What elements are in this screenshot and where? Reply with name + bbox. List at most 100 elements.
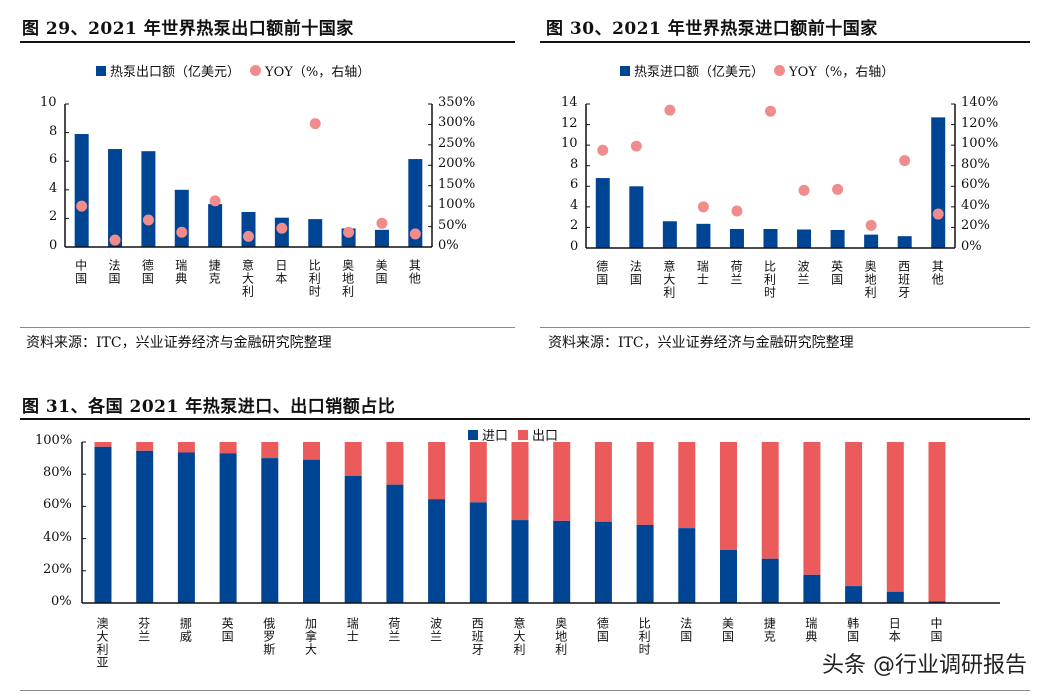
x-tick-label: 其他 xyxy=(407,259,422,285)
y2-tick-label: 0% xyxy=(961,239,982,254)
export-bar xyxy=(720,442,737,550)
bar xyxy=(729,228,744,248)
legend-bar-label: 热泵出口额（亿美元） xyxy=(110,65,241,80)
x-tick-label: 美国 xyxy=(373,259,388,285)
legend-export-label: 出口 xyxy=(532,429,559,444)
figure-31-title: 图 31、各国 2021 年热泵进口、出口销额占比 xyxy=(22,397,396,417)
export-bar xyxy=(886,442,904,592)
y2-tick-label: 100% xyxy=(438,197,476,213)
y-tick-label: 20% xyxy=(43,561,72,577)
y2-tick-label: 60% xyxy=(961,177,990,193)
bar xyxy=(830,230,845,248)
x-tick-label: 法国 xyxy=(628,260,643,286)
source-rule xyxy=(540,327,1030,328)
y2-tick-label: 100% xyxy=(961,136,999,152)
title-rule xyxy=(20,41,515,43)
export-bar xyxy=(594,442,612,522)
x-tick-label: 法国 xyxy=(678,617,693,643)
yoy-point xyxy=(664,104,676,116)
y-tick-label: 60% xyxy=(43,497,72,513)
import-bar xyxy=(303,459,320,603)
import-bar xyxy=(761,558,779,603)
x-tick-label: 德国 xyxy=(594,260,609,286)
x-tick-label: 瑞典 xyxy=(173,259,188,285)
x-tick-label: 其他 xyxy=(930,260,945,286)
y-tick-label: 2 xyxy=(570,218,579,234)
export-bar xyxy=(469,442,487,503)
x-tick-label: 中国 xyxy=(929,617,943,643)
x-tick-label: 荷兰 xyxy=(728,260,743,286)
export-bar xyxy=(261,442,279,459)
x-tick-label: 捷克 xyxy=(762,617,777,643)
yoy-point xyxy=(343,226,355,238)
x-tick-label: 捷克 xyxy=(207,259,222,285)
x-tick-label: 西班牙 xyxy=(470,617,485,656)
y2-tick-label: 300% xyxy=(438,115,476,131)
x-tick-label: 韩国 xyxy=(845,617,860,643)
y-tick-label: 14 xyxy=(561,95,578,110)
import-bar xyxy=(136,450,154,603)
yoy-point xyxy=(176,226,188,238)
legend-bar-swatch xyxy=(620,65,630,76)
x-tick-label: 荷兰 xyxy=(386,617,401,643)
y2-tick-label: 80% xyxy=(961,156,990,172)
y-tick-label: 100% xyxy=(35,433,73,448)
yoy-point xyxy=(765,105,776,117)
export-bar xyxy=(511,442,529,521)
legend-dot-label: YOY（%，右轴） xyxy=(789,65,895,80)
y-tick-label: 12 xyxy=(561,115,578,131)
y-tick-label: 4 xyxy=(570,197,579,213)
legend-31: 进口 出口 xyxy=(468,425,558,444)
x-tick-label: 瑞士 xyxy=(345,617,360,643)
y-tick-label: 8 xyxy=(49,123,58,139)
bar xyxy=(629,186,644,248)
y2-tick-label: 350% xyxy=(438,95,476,110)
x-tick-label: 德国 xyxy=(140,259,155,285)
bar xyxy=(408,159,423,247)
y-tick-label: 0 xyxy=(49,238,58,253)
y2-tick-label: 200% xyxy=(438,156,476,172)
export-bar xyxy=(553,442,571,521)
yoy-point xyxy=(731,205,743,217)
figure-29-title: 图 29、2021 年世界热泵出口额前十国家 xyxy=(22,19,354,39)
bar xyxy=(174,189,189,247)
y-tick-label: 10 xyxy=(561,136,578,152)
yoy-point xyxy=(597,144,609,156)
bar xyxy=(595,178,610,248)
import-bar xyxy=(386,484,404,603)
yoy-point xyxy=(798,184,810,196)
x-tick-label: 比利时 xyxy=(762,260,777,299)
x-tick-label: 芬兰 xyxy=(136,617,151,643)
yoy-point xyxy=(109,234,121,246)
x-tick-label: 英国 xyxy=(220,617,235,643)
y2-tick-label: 150% xyxy=(438,176,476,192)
source-29: 资料来源：ITC，兴业证券经济与金融研究院整理 xyxy=(26,335,332,351)
import-bar xyxy=(177,452,195,603)
legend-dot-label: YOY（%，右轴） xyxy=(265,65,371,80)
y-tick-label: 0% xyxy=(51,594,72,609)
y2-tick-label: 120% xyxy=(961,115,999,131)
y-tick-label: 4 xyxy=(49,180,58,196)
x-tick-label: 日本 xyxy=(887,617,902,643)
x-tick-label: 中国 xyxy=(73,259,88,285)
x-tick-label: 加拿大 xyxy=(303,617,318,656)
export-bar xyxy=(636,442,654,525)
legend-bar-label: 热泵进口额（亿美元） xyxy=(634,65,765,80)
bottom-rule xyxy=(20,690,1030,691)
yoy-point xyxy=(309,118,321,130)
y2-tick-label: 140% xyxy=(961,95,999,110)
export-bar xyxy=(344,442,362,476)
y-tick-label: 6 xyxy=(570,177,579,193)
x-tick-label: 法国 xyxy=(107,259,122,285)
y2-tick-label: 40% xyxy=(961,197,990,213)
yoy-point xyxy=(630,140,642,152)
export-bar xyxy=(94,442,112,447)
bar xyxy=(108,149,123,247)
x-tick-label: 英国 xyxy=(829,260,844,286)
bar xyxy=(141,151,156,247)
x-tick-label: 瑞士 xyxy=(695,260,710,286)
bar xyxy=(931,117,946,248)
legend-dot-swatch xyxy=(774,65,786,76)
x-tick-label: 波兰 xyxy=(428,617,443,643)
